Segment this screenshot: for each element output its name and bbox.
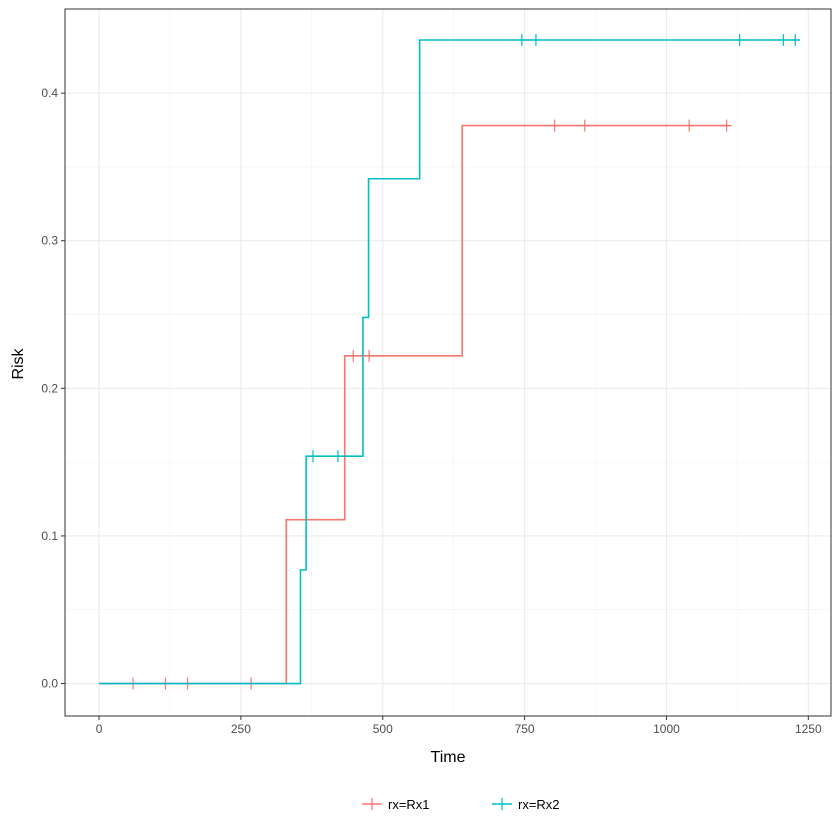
legend: rx=Rx1 rx=Rx2 [362, 797, 560, 812]
y-axis-title: Risk [10, 347, 27, 379]
series-line [99, 39, 800, 685]
series-rx=Rx2 [99, 33, 801, 685]
censor-mark [790, 33, 801, 46]
series-rx=Rx1 [99, 119, 732, 690]
x-tick-label: 0 [96, 722, 103, 736]
major-gridlines [65, 9, 831, 716]
censor-mark [348, 349, 359, 362]
censor-mark [721, 119, 732, 132]
censor-mark [778, 33, 789, 46]
x-tick-label: 250 [231, 722, 251, 736]
x-tick-label: 1000 [653, 722, 680, 736]
series-line [99, 124, 730, 685]
x-tick-label: 750 [515, 722, 535, 736]
y-tick-labels: 0.0 0.1 0.2 0.3 0.4 [41, 86, 58, 690]
censor-mark [549, 119, 560, 132]
x-axis-title: Time [431, 749, 466, 766]
y-tick-label: 0.1 [41, 529, 58, 543]
panel-border [64, 8, 832, 717]
censor-mark [579, 119, 590, 132]
censor-mark [734, 33, 745, 46]
y-tick-label: 0.0 [41, 677, 58, 691]
censor-mark [307, 450, 318, 463]
censor-mark [516, 33, 527, 46]
censor-mark [684, 119, 695, 132]
x-tick-label: 500 [373, 722, 393, 736]
axis-ticks [61, 92, 809, 720]
legend-item-2: rx=Rx2 [492, 797, 560, 812]
y-tick-label: 0.3 [41, 234, 58, 248]
minor-gridlines [65, 9, 831, 716]
censor-mark [530, 33, 541, 46]
legend-label: rx=Rx1 [388, 797, 430, 812]
legend-label: rx=Rx2 [518, 797, 560, 812]
x-tick-label: 1250 [795, 722, 822, 736]
y-tick-label: 0.2 [41, 381, 58, 395]
censor-mark [364, 349, 375, 362]
legend-item-1: rx=Rx1 [362, 797, 430, 812]
censor-mark [332, 450, 343, 463]
y-tick-label: 0.4 [41, 86, 58, 100]
x-tick-labels: 0 250 500 750 1000 1250 [96, 722, 822, 736]
series-layer [99, 33, 801, 690]
